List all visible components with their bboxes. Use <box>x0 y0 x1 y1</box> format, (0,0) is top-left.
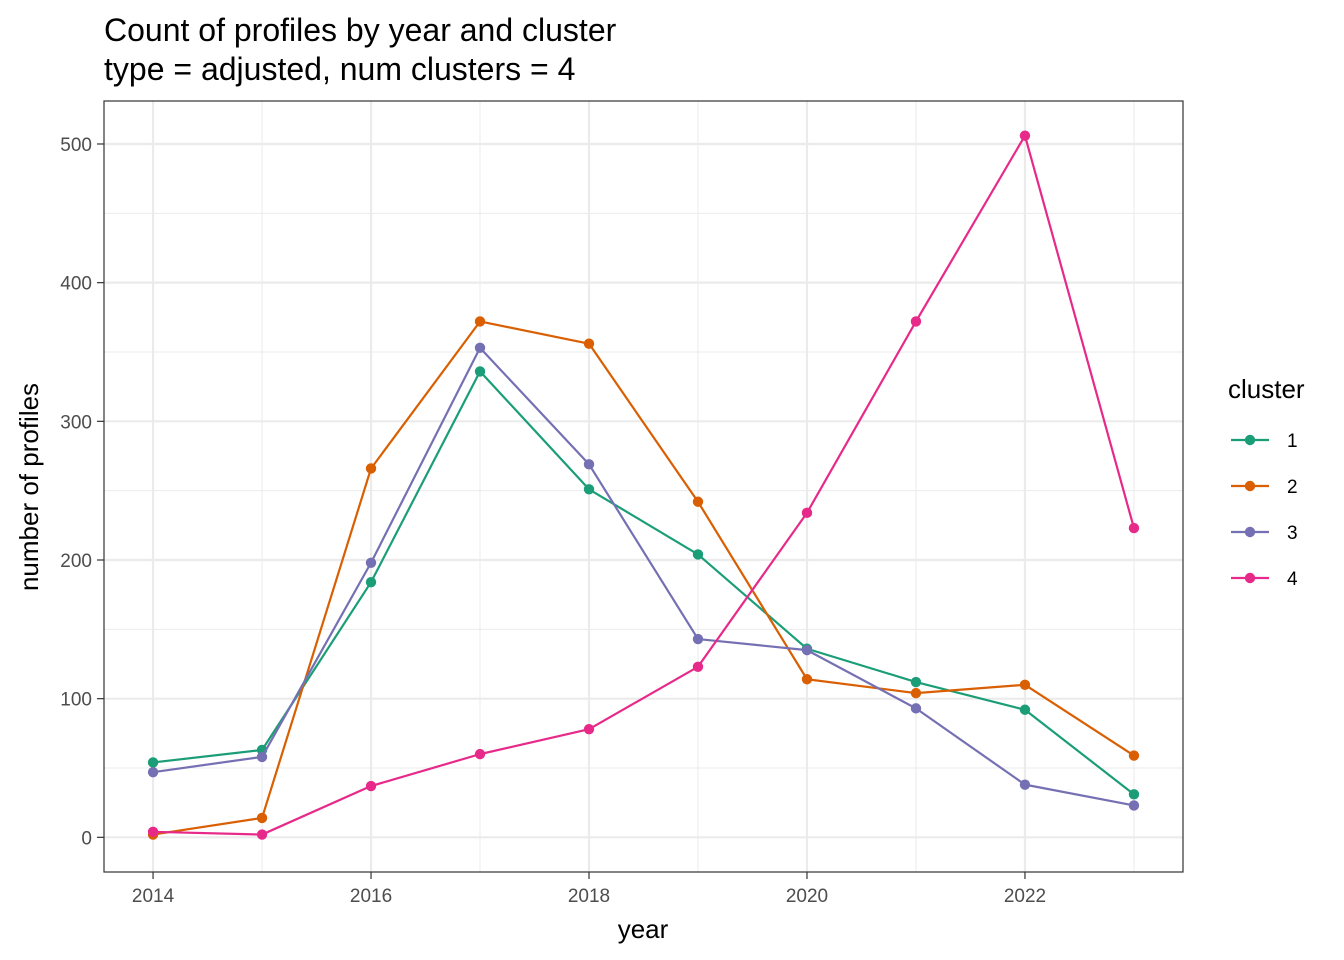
legend-label: 1 <box>1287 431 1298 452</box>
legend-key-point <box>1244 480 1256 492</box>
data-point <box>910 703 922 714</box>
data-point <box>1019 779 1031 790</box>
legend: cluster 1 2 3 4 <box>1228 374 1305 590</box>
legend-key-point <box>1244 434 1256 446</box>
x-tick-label: 2018 <box>568 886 610 907</box>
data-point <box>1128 750 1140 761</box>
y-axis-title: number of profiles <box>14 383 44 591</box>
data-point <box>910 316 922 327</box>
data-point <box>147 826 159 837</box>
y-tick-label: 200 <box>60 551 92 572</box>
x-axis-title: year <box>618 914 669 944</box>
data-point <box>365 463 377 474</box>
data-point <box>583 484 595 495</box>
data-point <box>1128 522 1140 534</box>
data-point <box>365 557 377 568</box>
y-tick-label: 0 <box>81 828 92 849</box>
data-point <box>692 549 704 560</box>
legend-label: 2 <box>1287 477 1298 498</box>
data-point <box>1019 130 1031 141</box>
y-tick-label: 400 <box>60 274 92 295</box>
chart-title: Count of profiles by year and cluster <box>104 12 617 48</box>
data-point <box>474 316 486 327</box>
series-line <box>152 370 1135 796</box>
data-point <box>692 633 704 645</box>
series-3 <box>147 342 1140 811</box>
data-point <box>147 766 159 778</box>
x-tick-label: 2022 <box>1004 886 1046 907</box>
data-point <box>474 342 486 354</box>
y-tick-label: 100 <box>60 690 92 711</box>
data-point <box>801 644 813 656</box>
data-point <box>910 687 922 699</box>
legend-label: 4 <box>1287 569 1298 590</box>
legend-item: 3 <box>1231 523 1298 544</box>
x-tick-label: 2014 <box>132 886 175 907</box>
minor-gridlines <box>104 101 1183 872</box>
series-layer <box>147 130 1140 840</box>
data-point <box>583 459 595 470</box>
data-point <box>692 496 704 507</box>
data-point <box>1128 789 1140 800</box>
data-point <box>801 507 813 519</box>
data-point <box>256 751 268 763</box>
x-tick-label: 2020 <box>786 886 828 907</box>
series-line <box>152 320 1135 836</box>
legend-key-point <box>1244 572 1256 584</box>
series-line <box>153 134 1136 836</box>
data-point <box>256 812 268 824</box>
data-point <box>474 366 486 377</box>
data-point <box>910 676 922 688</box>
data-point <box>474 748 486 760</box>
plot-border <box>103 100 1184 873</box>
plot-panel <box>104 101 1183 872</box>
data-point <box>147 757 159 768</box>
legend-item: 1 <box>1231 431 1298 452</box>
chart-subtitle: type = adjusted, num clusters = 4 <box>104 51 575 87</box>
legend-label: 3 <box>1287 523 1298 544</box>
legend-item: 2 <box>1231 477 1298 498</box>
data-point <box>801 674 813 685</box>
legend-item: 4 <box>1231 569 1298 590</box>
data-point <box>1019 704 1031 715</box>
data-point <box>583 338 595 349</box>
data-point <box>365 576 377 588</box>
legend-title: cluster <box>1228 374 1305 404</box>
data-point <box>583 723 595 735</box>
series-line <box>152 346 1135 807</box>
series-1 <box>147 366 1140 800</box>
data-point <box>256 829 268 840</box>
data-point <box>365 780 377 792</box>
data-point <box>1128 800 1140 811</box>
x-tick-label: 2016 <box>350 886 392 907</box>
x-axis: 2014 2016 2018 2020 2022 <box>132 872 1046 907</box>
y-tick-label: 300 <box>60 412 92 433</box>
series-4 <box>147 130 1140 840</box>
y-axis: 0 100 200 300 400 500 <box>60 135 104 849</box>
y-tick-label: 500 <box>60 135 92 156</box>
major-gridlines <box>104 101 1183 872</box>
data-point <box>1019 679 1031 690</box>
legend-key-point <box>1244 526 1256 538</box>
data-point <box>692 661 704 672</box>
